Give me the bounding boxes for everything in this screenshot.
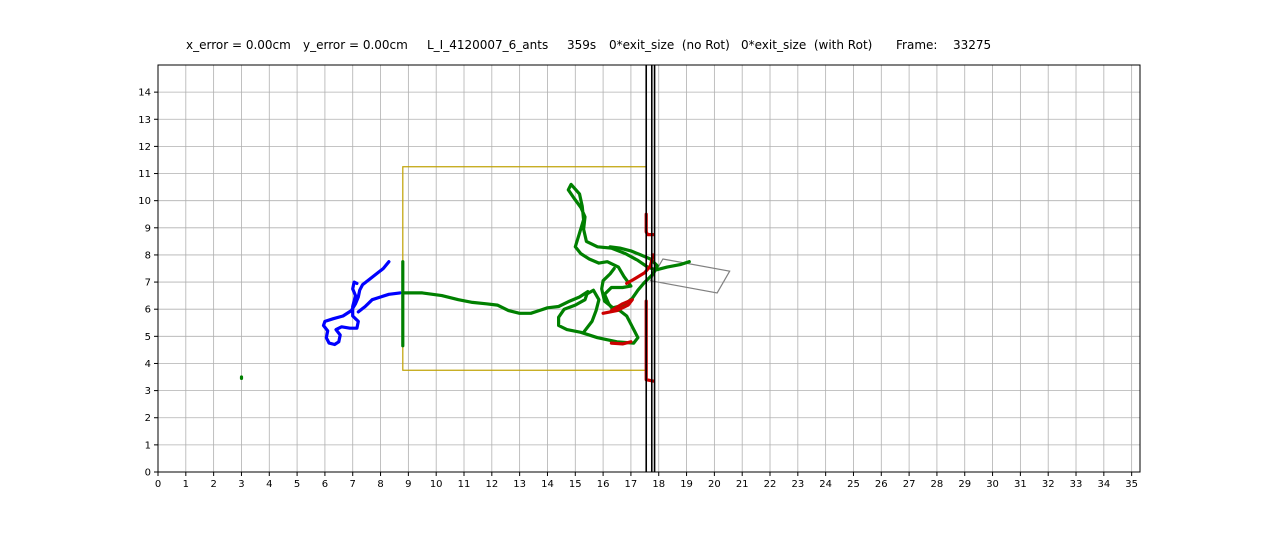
y-tick-label: 7 [145, 278, 151, 289]
time-label: 359s [567, 38, 597, 52]
x-tick-label: 22 [764, 479, 777, 490]
x-tick-label: 15 [569, 479, 582, 490]
x-tick-label: 32 [1042, 479, 1055, 490]
axes-frame [157, 64, 1141, 473]
y-tick-label: 9 [145, 223, 151, 234]
y-tick-label: 13 [138, 115, 151, 126]
y-tick-label: 5 [145, 332, 151, 343]
x-tick-label: 12 [485, 479, 498, 490]
experiment-label: L_I_4120007_6_ants [427, 38, 549, 52]
y-tick-label: 3 [145, 386, 151, 397]
y-tick-label: 6 [145, 305, 151, 316]
x-tick-label: 25 [847, 479, 860, 490]
chart-title: x_error = 0.00cm y_error = 0.00cm L_I_41… [0, 38, 1268, 56]
trajectory-red [609, 340, 633, 346]
x-tick-label: 3 [238, 479, 244, 490]
y-tick-label: 4 [145, 359, 151, 370]
x-tick-label: 13 [513, 479, 526, 490]
x-tick-label: 0 [155, 479, 161, 490]
x-tick-label: 4 [266, 479, 272, 490]
x-tick-label: 23 [791, 479, 804, 490]
trajectory-green [600, 245, 659, 310]
y-tick-label: 11 [138, 169, 151, 180]
x-tick-label: 30 [986, 479, 999, 490]
x-tick-label: 11 [458, 479, 471, 490]
x-tick-label: 28 [931, 479, 944, 490]
x-tick-label: 2 [210, 479, 216, 490]
x-tick-label: 1 [183, 479, 189, 490]
y-tick-label: 1 [145, 440, 151, 451]
x-tick-label: 27 [903, 479, 916, 490]
x-tick-label: 10 [430, 479, 443, 490]
exit-with-rot-label: 0*exit_size (with Rot) [741, 38, 873, 52]
x-tick-label: 14 [541, 479, 554, 490]
trajectory-red [601, 298, 634, 315]
x-tick-label: 8 [377, 479, 383, 490]
x-tick-label: 18 [652, 479, 665, 490]
y-tick-label: 10 [138, 196, 151, 207]
y-error-label: y_error = 0.00cm [303, 38, 408, 52]
x-tick-label: 7 [350, 479, 356, 490]
x-tick-label: 20 [708, 479, 721, 490]
trajectory-green [582, 288, 601, 334]
trajectory-blue [321, 260, 391, 347]
y-tick-label: 0 [145, 468, 151, 479]
x-tick-label: 5 [294, 479, 300, 490]
x-tick-label: 29 [958, 479, 971, 490]
load-shape [649, 258, 731, 294]
x-tick-label: 33 [1070, 479, 1083, 490]
frame-label: Frame: [896, 38, 938, 52]
x-tick-label: 6 [322, 479, 328, 490]
x-tick-label: 19 [680, 479, 693, 490]
exit-no-rot-label: 0*exit_size (no Rot) [609, 38, 730, 52]
x-tick-label: 17 [625, 479, 638, 490]
x-tick-label: 35 [1125, 479, 1138, 490]
x-tick-label: 34 [1097, 479, 1110, 490]
frame-value: 33275 [953, 38, 992, 52]
x-tick-label: 21 [736, 479, 749, 490]
y-tick-label: 12 [138, 142, 151, 153]
y-tick-label: 2 [145, 413, 151, 424]
x-tick-label: 16 [597, 479, 610, 490]
y-tick-label: 14 [138, 88, 151, 99]
x-tick-label: 24 [819, 479, 832, 490]
x-error-label: x_error = 0.00cm [186, 38, 291, 52]
x-tick-label: 9 [405, 479, 411, 490]
trajectory-blue [356, 291, 402, 314]
x-tick-label: 26 [875, 479, 888, 490]
y-tick-label: 8 [145, 250, 151, 261]
x-tick-label: 31 [1014, 479, 1027, 490]
